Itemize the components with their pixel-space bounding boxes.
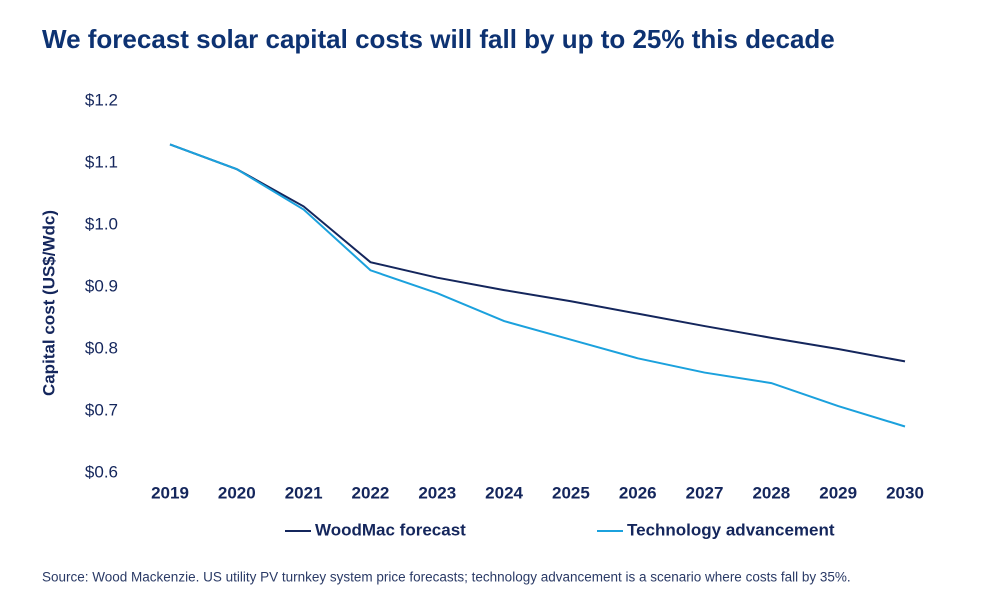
y-tick-label: $0.8 <box>85 338 118 357</box>
chart-title: We forecast solar capital costs will fal… <box>42 24 835 54</box>
legend-label: Technology advancement <box>627 520 835 539</box>
x-tick-label: 2029 <box>819 483 857 502</box>
x-tick-label: 2030 <box>886 483 924 502</box>
y-tick-label: $1.2 <box>85 90 118 109</box>
x-tick-label: 2027 <box>686 483 724 502</box>
y-tick-label: $0.6 <box>85 462 118 481</box>
x-tick-label: 2028 <box>752 483 790 502</box>
y-tick-label: $1.0 <box>85 214 118 233</box>
x-tick-label: 2023 <box>418 483 456 502</box>
x-tick-label: 2026 <box>619 483 657 502</box>
x-tick-label: 2021 <box>285 483 323 502</box>
legend-label: WoodMac forecast <box>315 520 466 539</box>
x-tick-label: 2019 <box>151 483 189 502</box>
y-axis-label: Capital cost (US$/Wdc) <box>39 210 58 396</box>
y-tick-label: $1.1 <box>85 152 118 171</box>
x-tick-label: 2024 <box>485 483 523 502</box>
x-tick-label: 2020 <box>218 483 256 502</box>
x-tick-label: 2022 <box>352 483 390 502</box>
series-line <box>169 143 906 428</box>
series-line <box>169 143 906 363</box>
x-tick-label: 2025 <box>552 483 590 502</box>
y-tick-label: $0.9 <box>85 276 118 295</box>
y-tick-label: $0.7 <box>85 400 118 419</box>
source-note: Source: Wood Mackenzie. US utility PV tu… <box>42 570 851 585</box>
